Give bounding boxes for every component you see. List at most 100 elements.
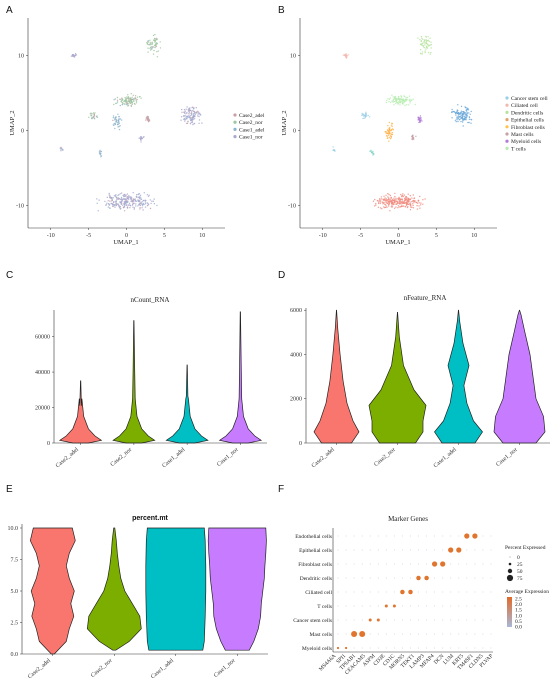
dotplot-dot: [377, 647, 379, 649]
umap-a-point: [149, 49, 152, 51]
umap-a-point: [187, 120, 189, 123]
dotplot-dot: [353, 577, 355, 579]
umap-a-point: [148, 44, 150, 46]
umap-b-point: [424, 198, 426, 200]
umap-a-point: [140, 97, 142, 99]
umap-b-point: [397, 97, 400, 100]
umap-a-point: [127, 200, 129, 202]
umap-b-point: [388, 136, 391, 138]
umap-b-point: [419, 121, 421, 123]
umap-a-point: [129, 97, 132, 99]
dotplot-dot: [410, 605, 411, 607]
dotplot-dot: [369, 535, 371, 537]
umap-a-point: [117, 119, 119, 122]
dotplot-dot: [440, 561, 446, 567]
violin-d-violin: [313, 309, 360, 444]
umap-a-point: [120, 201, 122, 203]
umap-b-point: [421, 53, 423, 55]
umap-a-point: [109, 207, 111, 209]
umap-a-point: [143, 199, 145, 202]
umap-b-point: [402, 99, 405, 102]
umap-b-point: [363, 117, 365, 120]
umap-a-point: [88, 116, 90, 119]
dotplot-gene-label: MS4A6A: [318, 653, 337, 672]
umap-a-point: [198, 111, 200, 114]
dotplot-dot: [401, 577, 403, 579]
dotplot-dot: [353, 563, 355, 565]
umap-b-point: [401, 204, 403, 206]
umap-b-cluster: [417, 115, 423, 124]
umap-b-point: [390, 124, 393, 126]
umap-b-point: [423, 41, 425, 43]
umap-b-point: [373, 205, 376, 207]
umap-a-point: [122, 198, 125, 200]
umap-a-point: [119, 104, 122, 107]
umap-b-point: [390, 202, 393, 204]
umap-b-point: [388, 101, 390, 103]
umap-b-point: [388, 132, 390, 134]
dotplot-dot: [426, 647, 428, 649]
umap-a-point: [99, 149, 101, 152]
dotplot-dot: [474, 647, 476, 649]
umap-a-point: [121, 98, 123, 100]
umap-b-point: [344, 54, 347, 57]
umap-b-point: [430, 44, 432, 46]
umap-b-point: [411, 197, 413, 199]
dotplot-dot: [369, 647, 371, 649]
umap-b-point: [415, 135, 417, 137]
umap-b-point: [460, 110, 463, 112]
umap-a-point: [119, 193, 121, 195]
umap-b-point: [394, 203, 396, 205]
umap-a-point: [117, 121, 120, 123]
umap-b-point: [459, 112, 462, 114]
umap-a-point: [154, 46, 156, 49]
umap-a-point: [195, 107, 197, 109]
umap-b-cluster: [411, 134, 417, 141]
umap-a-point: [90, 115, 93, 117]
umap-b-point: [399, 98, 401, 101]
umap-b-point: [451, 110, 453, 113]
umap-a-point: [188, 115, 190, 118]
umap-b-point: [403, 101, 405, 104]
umap-b-legend-key: [505, 125, 509, 129]
dotplot-dot: [474, 549, 476, 551]
dotplot-dot: [450, 535, 452, 537]
umap-a-point: [149, 42, 151, 45]
umap-a-point: [140, 202, 142, 204]
size-legend-label: 50: [517, 569, 523, 575]
umap-a-point: [118, 128, 121, 131]
dotplot-dot: [361, 605, 363, 607]
umap-b-point: [391, 100, 393, 102]
umap-b-legend-key: [505, 132, 509, 136]
umap-a-point: [108, 194, 110, 196]
umap-b-point: [462, 121, 464, 123]
umap-a-point: [112, 115, 115, 117]
umap-a-point: [114, 123, 117, 126]
dotplot-dot: [482, 577, 484, 579]
violin-c-xtick-label: Case1_adel: [161, 447, 186, 470]
dotplot-dot: [369, 605, 371, 607]
dotplot-dot: [482, 605, 484, 607]
umap-b-point: [470, 122, 472, 124]
umap-a-point: [134, 95, 137, 97]
color-legend-label: 0.5: [515, 619, 522, 625]
umap-b-legend-label: Epithelial cells: [511, 118, 544, 124]
umap-a-point: [192, 113, 195, 115]
umap-a-point: [146, 115, 149, 118]
umap-a-point: [133, 100, 135, 103]
umap-a-point: [149, 199, 151, 201]
umap-a-cluster: [146, 33, 162, 58]
umap-a-point: [106, 202, 108, 204]
dotplot-dot: [418, 647, 419, 649]
umap-b-point: [454, 119, 457, 122]
dotplot-dot: [345, 605, 347, 607]
dotplot-dot: [490, 633, 492, 635]
dotplot-dot: [369, 577, 371, 579]
umap-a-point: [137, 199, 139, 201]
umap-a-point: [155, 43, 157, 45]
dotplot-row-label: Epithelial cells: [299, 548, 332, 554]
umap-b-point: [457, 120, 459, 123]
violin-d-violin: [434, 309, 483, 444]
umap-a-point: [131, 103, 133, 105]
umap-b-point: [397, 198, 400, 201]
